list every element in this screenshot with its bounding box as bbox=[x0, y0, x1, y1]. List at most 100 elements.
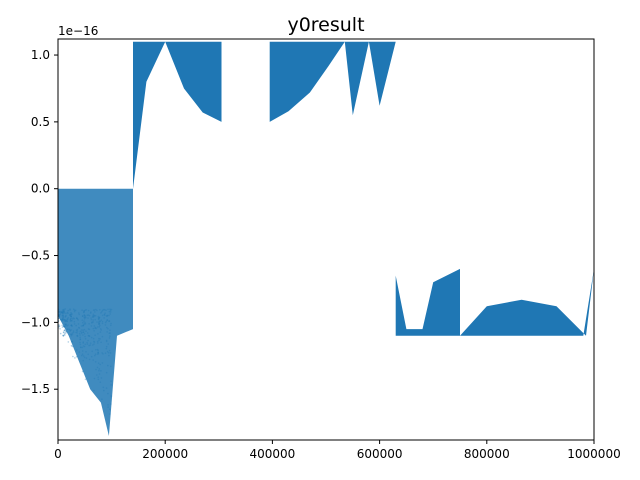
scatter-point bbox=[109, 309, 112, 312]
scatter-point bbox=[82, 324, 85, 327]
scatter-point bbox=[87, 317, 89, 319]
scatter-point bbox=[92, 313, 95, 316]
scatter-point bbox=[87, 328, 90, 330]
scatter-point bbox=[65, 319, 67, 322]
scatter-point bbox=[108, 354, 110, 357]
x-tick-label: 600000 bbox=[357, 447, 403, 461]
scatter-point bbox=[104, 314, 106, 316]
scatter-point bbox=[78, 313, 80, 316]
scatter-point bbox=[76, 334, 79, 337]
scatter-point bbox=[85, 357, 88, 359]
scatter-point bbox=[78, 312, 80, 314]
scatter-point bbox=[110, 365, 112, 368]
scatter-point bbox=[100, 341, 102, 344]
scatter-point bbox=[82, 342, 84, 344]
scatter-point bbox=[59, 310, 61, 313]
scatter-point bbox=[70, 317, 72, 320]
scatter-point bbox=[71, 312, 73, 315]
scatter-point bbox=[72, 330, 75, 332]
scatter-point bbox=[92, 344, 94, 346]
scatter-point bbox=[93, 314, 96, 317]
scatter-point bbox=[105, 371, 108, 374]
scatter-point bbox=[61, 319, 64, 321]
scatter-point bbox=[86, 341, 88, 344]
scatter-point bbox=[70, 324, 72, 327]
x-tick-label: 400000 bbox=[249, 447, 295, 461]
scatter-point bbox=[62, 310, 64, 312]
scatter-point bbox=[81, 354, 83, 357]
scatter-point bbox=[74, 357, 76, 359]
scatter-point bbox=[85, 316, 87, 319]
scatter-point bbox=[81, 309, 83, 312]
scatter-point bbox=[79, 338, 81, 340]
scatter-point bbox=[101, 314, 104, 317]
scatter-point bbox=[91, 316, 94, 318]
scatter-point bbox=[109, 413, 111, 415]
scatter-point bbox=[61, 312, 63, 314]
scatter-point bbox=[101, 398, 103, 401]
scatter-point bbox=[64, 332, 67, 334]
scatter-point bbox=[93, 315, 95, 317]
scatter-point bbox=[69, 313, 72, 316]
scatter-point bbox=[62, 316, 64, 319]
scatter-point bbox=[64, 329, 66, 332]
scatter-point bbox=[90, 318, 93, 321]
scatter-point bbox=[106, 314, 109, 317]
scatter-point bbox=[88, 358, 91, 361]
scatter-point bbox=[100, 319, 102, 322]
scatter-point bbox=[105, 387, 108, 389]
scatter-point bbox=[107, 352, 110, 354]
scatter-point bbox=[69, 319, 72, 321]
scatter-point bbox=[94, 311, 96, 313]
scatter-point bbox=[70, 315, 72, 318]
scatter-point bbox=[82, 345, 85, 347]
scatter-point bbox=[109, 313, 111, 315]
scatter-point bbox=[106, 331, 108, 333]
plot-area bbox=[58, 41, 594, 436]
scatter-point bbox=[63, 318, 66, 321]
scatter-point bbox=[69, 320, 72, 322]
scatter-point bbox=[108, 320, 110, 322]
scatter-point bbox=[99, 320, 101, 323]
scatter-point bbox=[62, 314, 65, 317]
scatter-point bbox=[93, 389, 95, 392]
scatter-point bbox=[83, 356, 86, 359]
scatter-point bbox=[98, 321, 100, 324]
scatter-point bbox=[99, 309, 101, 311]
scatter-point bbox=[83, 318, 86, 320]
scatter-point bbox=[90, 325, 93, 327]
scatter-point bbox=[83, 309, 85, 312]
scatter-point bbox=[94, 334, 96, 337]
y-tick-label: 0.0 bbox=[31, 182, 50, 196]
scatter-point bbox=[87, 339, 89, 342]
scatter-point bbox=[87, 353, 89, 356]
scatter-point bbox=[73, 309, 76, 312]
scatter-point bbox=[80, 332, 83, 335]
y-axis: 1.0 0.5 0.0 −0.5 −1.0 −1.5 bbox=[21, 48, 58, 396]
scatter-point bbox=[71, 320, 73, 322]
scatter-point bbox=[66, 318, 69, 320]
scatter-point bbox=[82, 331, 85, 334]
scatter-point bbox=[83, 314, 86, 317]
scatter-point bbox=[65, 330, 68, 333]
scatter-point bbox=[71, 341, 73, 343]
scatter-point bbox=[99, 324, 101, 327]
scatter-point bbox=[80, 346, 82, 349]
scatter-point bbox=[109, 335, 111, 337]
scatter-point bbox=[64, 324, 67, 326]
scatter-point bbox=[72, 355, 74, 358]
scatter-point bbox=[80, 331, 83, 334]
scatter-point bbox=[61, 315, 64, 317]
scatter-point bbox=[109, 308, 111, 311]
scatter-point bbox=[79, 334, 81, 336]
scatter-point bbox=[105, 315, 108, 317]
scatter-point bbox=[70, 315, 72, 317]
y-tick-label: 1.0 bbox=[31, 48, 50, 62]
scatter-point bbox=[62, 308, 64, 311]
scatter-point bbox=[79, 330, 82, 333]
scatter-point bbox=[61, 312, 64, 314]
scatter-point bbox=[90, 311, 92, 313]
scatter-point bbox=[63, 333, 66, 335]
scatter-point bbox=[110, 395, 113, 397]
scatter-point bbox=[60, 311, 62, 314]
